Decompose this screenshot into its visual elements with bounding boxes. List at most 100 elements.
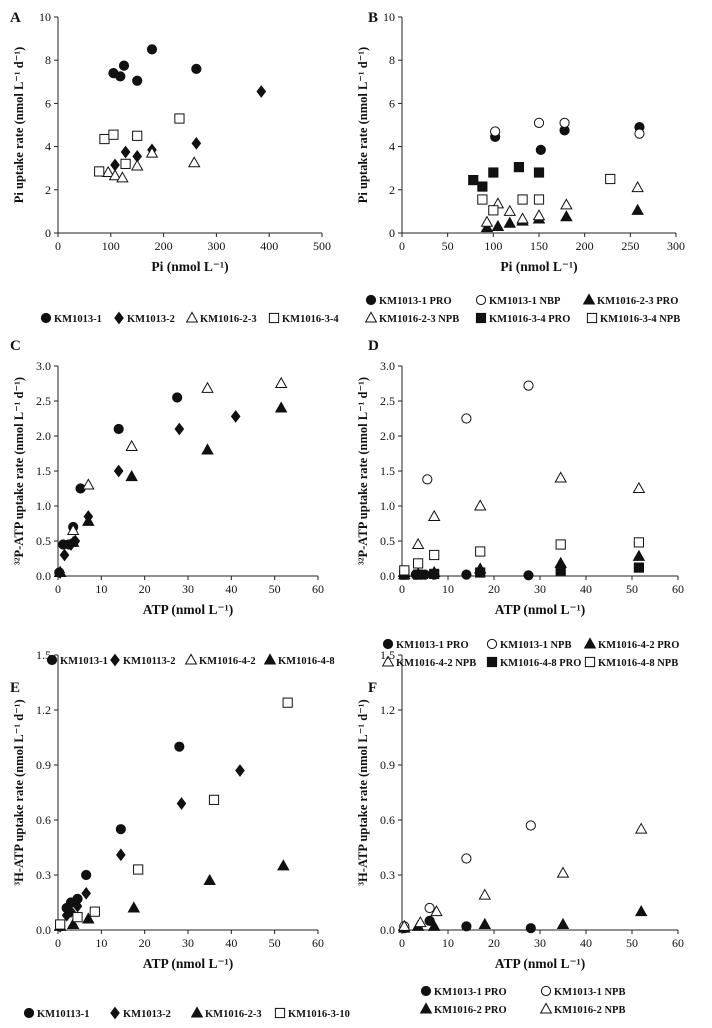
data-point xyxy=(118,60,130,71)
series-1 xyxy=(399,380,534,578)
data-point xyxy=(525,820,536,831)
x-tick-label: 60 xyxy=(672,582,684,596)
y-tick-label: 3.0 xyxy=(380,359,395,373)
x-tick-label: 300 xyxy=(667,239,685,253)
data-point xyxy=(475,567,486,578)
data-point xyxy=(208,794,220,805)
legend-label: KM1013-1 xyxy=(54,314,102,325)
x-tick-label: 200 xyxy=(155,239,173,253)
data-point xyxy=(461,853,472,864)
data-point xyxy=(110,158,120,172)
y-tick-label: 6 xyxy=(45,96,51,110)
y-tick-label: 0.9 xyxy=(380,758,395,772)
y-axis-title: Pi uptake rate (nmol L⁻¹ d⁻¹) xyxy=(356,47,370,203)
y-axis-title: ³²P-ATP uptake rate (nmol L⁻¹ d⁻¹) xyxy=(12,377,26,565)
data-point xyxy=(108,129,119,140)
y-tick-label: 10 xyxy=(383,10,395,24)
data-point xyxy=(89,906,100,917)
legend-marker xyxy=(364,311,378,323)
x-tick-label: 20 xyxy=(139,582,151,596)
data-point xyxy=(59,548,70,562)
series-1 xyxy=(399,820,536,932)
y-tick-label: 10 xyxy=(39,10,51,24)
data-point xyxy=(101,165,115,178)
data-point xyxy=(130,159,144,171)
data-point xyxy=(633,562,644,573)
legend-label: KM1016-3-4 xyxy=(282,314,339,325)
series-1 xyxy=(55,764,245,933)
data-point xyxy=(632,481,646,493)
legend-marker xyxy=(584,656,596,668)
panel-b: B 0 50 100 150 200 250 300 0 2 4 6 8 10 Pi (nmol L⁻¹) P… xyxy=(356,10,685,325)
series-3 xyxy=(398,471,646,577)
y-tick-label: 0.0 xyxy=(36,569,51,583)
data-point xyxy=(605,173,616,185)
panel-letter: C xyxy=(10,338,21,354)
x-tick-label: 0 xyxy=(55,936,61,950)
data-point xyxy=(631,203,644,215)
data-point xyxy=(113,423,124,435)
x-tick-label: 50 xyxy=(442,239,454,253)
y-tick-label: 1.0 xyxy=(36,499,51,513)
data-point xyxy=(176,797,187,810)
x-axis-title: Pi (nmol L⁻¹) xyxy=(500,259,577,274)
series-1 xyxy=(490,117,645,139)
data-point xyxy=(556,917,570,929)
legend-label: KM1016-2-3 NPB xyxy=(379,314,459,325)
y-tick-label: 0.0 xyxy=(36,923,51,937)
y-tick-label: 2.0 xyxy=(36,429,51,443)
series-0 xyxy=(490,122,645,155)
data-point xyxy=(560,210,573,222)
data-point xyxy=(461,921,472,932)
legend-marker xyxy=(486,656,498,668)
data-point xyxy=(525,923,536,934)
y-tick-label: 8 xyxy=(389,53,395,67)
x-tick-label: 500 xyxy=(313,239,331,253)
panel-letter: E xyxy=(10,680,20,696)
panel-f: F 0 10 20 30 40 50 60 0.0 0.3 0.6 0.9 1.2 1.5 ATP (nmo… xyxy=(356,648,684,1016)
legend-marker xyxy=(382,638,394,650)
series-4 xyxy=(399,562,644,580)
panel-letter: F xyxy=(368,680,377,696)
x-tick-label: 200 xyxy=(576,239,594,253)
series-1 xyxy=(55,410,241,579)
legend-label: KM1016-3-10 xyxy=(288,1009,350,1020)
legend-marker xyxy=(475,312,487,324)
legend-marker xyxy=(114,311,124,325)
data-point xyxy=(413,569,424,580)
x-tick-label: 40 xyxy=(225,582,237,596)
data-point xyxy=(634,822,648,834)
data-point xyxy=(125,439,138,451)
data-point xyxy=(559,117,570,128)
data-point xyxy=(523,380,534,391)
data-point xyxy=(82,912,95,924)
series-3 xyxy=(398,822,648,931)
data-point xyxy=(399,565,410,576)
legend-label: KM1013-1 NPB xyxy=(500,640,571,651)
x-tick-label: 10 xyxy=(95,582,107,596)
data-point xyxy=(120,158,131,169)
data-point xyxy=(191,137,202,150)
data-point xyxy=(66,917,80,929)
data-point xyxy=(532,209,546,221)
legend-label: KM1016-2-3 xyxy=(205,1009,262,1020)
legend-marker xyxy=(40,312,52,324)
data-point xyxy=(461,569,472,580)
y-tick-label: 1.5 xyxy=(36,648,51,662)
legend-marker xyxy=(190,1006,204,1018)
data-point xyxy=(516,212,529,224)
data-point xyxy=(235,764,245,777)
y-tick-label: 4 xyxy=(389,140,395,154)
x-tick-label: 30 xyxy=(182,582,194,596)
legend-label: KM1013-1 NBP xyxy=(489,296,561,307)
legend-label: KM1013-1 PRO xyxy=(434,987,507,998)
legend-label: KM1016-2-3 PRO xyxy=(597,296,678,307)
legend-marker xyxy=(365,294,377,306)
legend-label: KM1016-3-4 NPB xyxy=(600,314,680,325)
series-2 xyxy=(53,376,288,577)
data-point xyxy=(477,181,488,192)
legend-marker xyxy=(23,1007,35,1019)
panel-d: D 0 10 20 30 40 50 60 0.0 0.5 1.0 1.5 2.0 2.5 3.0 ATP (… xyxy=(356,338,684,669)
legend-label: KM1016-2-3 xyxy=(200,314,257,325)
